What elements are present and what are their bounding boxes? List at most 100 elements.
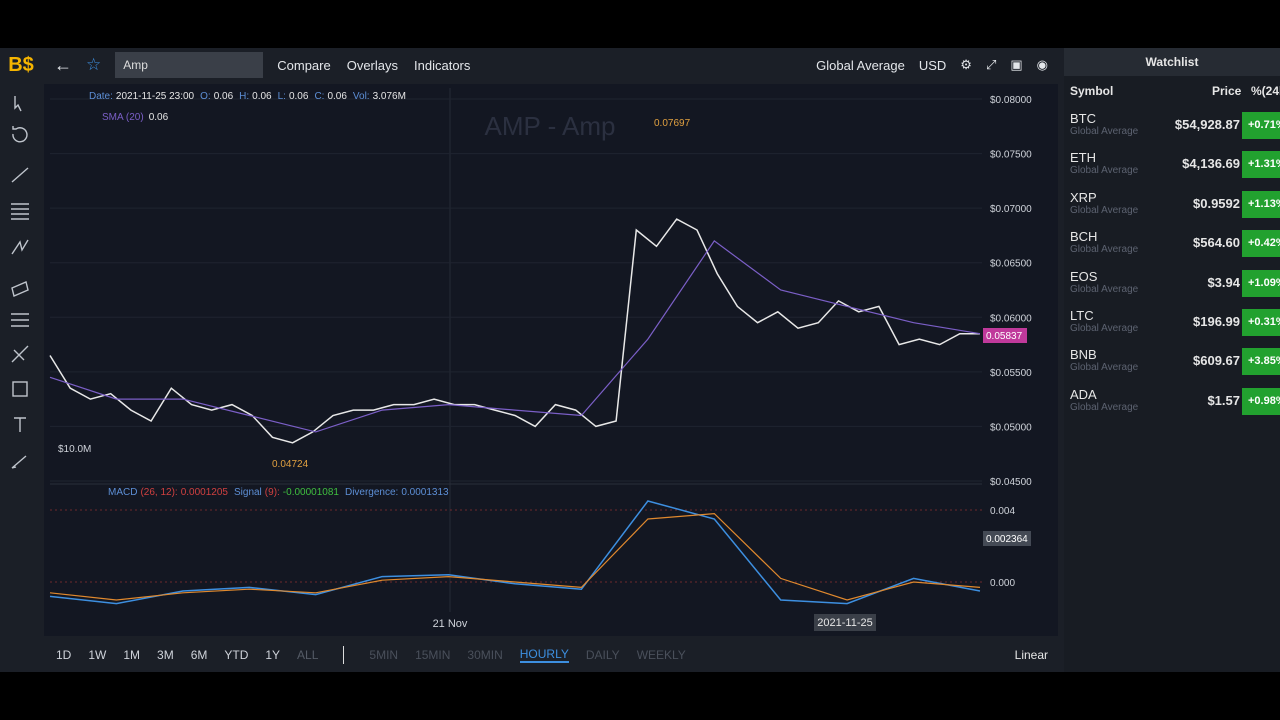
menu-item[interactable]: Indicators [414, 57, 471, 73]
favorite-star[interactable]: ☆ [86, 55, 102, 74]
camera-icon[interactable]: ▣ [1010, 57, 1023, 72]
search-input[interactable]: Amp [115, 52, 264, 78]
y-tick-label: $0.04500 [990, 477, 1032, 488]
timeframe-bar: 1D 1W 1M 3M 6M YTD 1Y ALL 5MIN 15MIN 30MIN HOURLY DA… [44, 638, 1058, 672]
pattern-tool[interactable] [11, 239, 29, 255]
range-button[interactable]: 3M [157, 648, 174, 662]
macd-value: 0.0001313 [401, 487, 449, 498]
y-tick-label: $0.07000 [990, 204, 1032, 215]
y-tick-label: $0.07500 [990, 150, 1032, 161]
exchange: Global Average [1070, 126, 1139, 137]
y-tick-label: $0.05000 [990, 422, 1032, 433]
macd-tick-label: 0.000 [990, 578, 1015, 589]
range-button[interactable]: 1D [56, 648, 72, 662]
cursor-tool[interactable] [14, 96, 22, 112]
measure-tool[interactable] [11, 345, 29, 363]
symbol: LTC [1070, 307, 1094, 323]
change: +1.09% [1242, 269, 1280, 297]
symbol: EOS [1070, 268, 1098, 284]
date-label: 21 Nov [433, 618, 468, 630]
macd-value: -0.00001081 [283, 487, 340, 498]
y-tick-label: $0.06000 [990, 313, 1032, 324]
range-button[interactable]: 1Y [265, 648, 281, 662]
watchlist-header: Symbol Price %(24h) [1064, 76, 1280, 106]
price: $564.60 [1193, 235, 1240, 251]
range-button[interactable]: YTD [224, 648, 249, 662]
logo[interactable]: B$ [8, 54, 34, 76]
interval-button[interactable]: HOURLY [519, 647, 569, 663]
interval-button[interactable]: 15MIN [415, 648, 451, 662]
line-tool[interactable] [11, 167, 29, 183]
ohlc-legend: Date: 2021-11-25 23:00 O: 0.06 H: 0.06 L: 0.06 C… [89, 91, 406, 102]
exchange: Global Average [1070, 283, 1139, 295]
range-button[interactable]: 1M [123, 648, 141, 662]
currency-select[interactable]: USD [918, 57, 947, 73]
symbol: XRP [1070, 189, 1097, 205]
undo-tool[interactable] [12, 126, 28, 143]
legend-key: O: [200, 91, 211, 102]
legend-key: Date: [89, 91, 113, 102]
menus: Compare Overlays Indicators [277, 58, 470, 73]
channel-tool[interactable] [11, 313, 29, 327]
text-tool[interactable] [14, 417, 26, 432]
price-line [49, 240, 981, 433]
rect-tool[interactable] [12, 381, 28, 397]
date-tag-bg [814, 614, 876, 631]
price: $0.9592 [1193, 195, 1240, 211]
brush-tool[interactable] [11, 455, 27, 469]
range-button[interactable]: 1W [88, 648, 107, 662]
chart-background [44, 84, 1058, 636]
change: +3.85% [1242, 348, 1280, 376]
scale-button[interactable]: Linear [1014, 648, 1048, 662]
macd-legend: MACD (26, 12): 0.0001205 Signal (9): -0.00001… [108, 487, 449, 498]
interval-button[interactable]: 5MIN [369, 648, 399, 662]
macd-tag: 0.002364 [986, 534, 1028, 545]
drawing-tools [0, 82, 42, 672]
price: $1.57 [1207, 392, 1240, 408]
interval-button[interactable]: WEEKLY [636, 648, 686, 662]
range-button[interactable]: 6M [190, 648, 208, 662]
interval-button[interactable]: 30MIN [467, 648, 503, 662]
legend-value: 3.076M [373, 91, 406, 102]
tool-icons [11, 96, 29, 469]
macd-line [49, 512, 981, 601]
date-label: 2021-11-25 [817, 617, 872, 629]
symbol: ADA [1070, 386, 1097, 402]
exchange: Global Average [1070, 204, 1139, 216]
legend-key: C: [314, 91, 324, 102]
change: +1.31% [1242, 151, 1280, 179]
back-button[interactable]: ← [54, 54, 72, 75]
fib-tool[interactable] [11, 203, 29, 220]
change: +0.31% [1242, 308, 1280, 336]
exchange: Global Average [1070, 322, 1139, 334]
interval-button[interactable]: DAILY [585, 648, 620, 662]
price: $609.67 [1193, 353, 1240, 369]
settings-icon[interactable]: ⚙ [960, 57, 972, 72]
fullscreen-icon[interactable]: ⤢ [985, 57, 997, 72]
shape-tool[interactable] [11, 281, 29, 297]
menu-item[interactable]: Compare [277, 57, 331, 73]
separator [343, 646, 345, 664]
legend-key: L: [278, 91, 286, 102]
price: $196.99 [1193, 313, 1240, 329]
change: +0.42% [1242, 230, 1280, 258]
range-button[interactable]: ALL [297, 648, 319, 662]
macd-line [49, 500, 981, 605]
watermark: AMP - Amp [484, 111, 615, 141]
menu-item[interactable]: Overlays [346, 57, 399, 73]
sma-name: SMA (20) [102, 112, 144, 123]
average-select[interactable]: Global Average [816, 57, 905, 73]
exchange: Global Average [1070, 362, 1139, 374]
pin-icon[interactable]: ◉ [1036, 57, 1048, 72]
macd-tick-label: 0.004 [990, 506, 1015, 517]
